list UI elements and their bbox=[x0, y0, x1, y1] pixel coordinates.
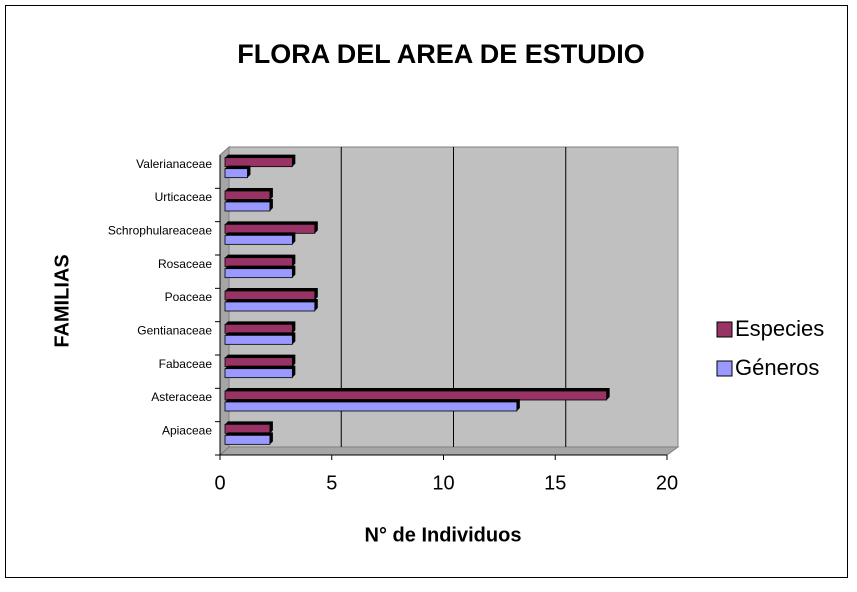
bar bbox=[224, 234, 293, 245]
bar bbox=[224, 223, 316, 234]
bar bbox=[224, 290, 316, 301]
legend-swatch bbox=[716, 360, 733, 377]
bar bbox=[224, 401, 518, 412]
y-tick-label: Asteraceae bbox=[151, 390, 212, 404]
bar bbox=[224, 334, 293, 345]
bar bbox=[224, 323, 293, 334]
x-axis-label: N° de Individuos bbox=[365, 524, 522, 546]
bar bbox=[224, 423, 271, 434]
x-tick-label: 0 bbox=[214, 472, 225, 494]
y-tick-label: Urticaceae bbox=[155, 190, 213, 204]
bar bbox=[224, 157, 293, 168]
bar bbox=[224, 268, 293, 279]
y-tick-label: Poaceae bbox=[165, 290, 213, 304]
y-tick-label: Rosaceae bbox=[158, 257, 212, 271]
legend-label: Géneros bbox=[735, 355, 819, 380]
bar bbox=[224, 257, 293, 268]
legend-swatch bbox=[716, 321, 733, 338]
bar bbox=[224, 301, 316, 312]
chart-title: FLORA DEL AREA DE ESTUDIO bbox=[237, 39, 645, 69]
y-axis-label: FAMILIAS bbox=[51, 254, 73, 347]
y-tick-label: Gentianaceae bbox=[137, 324, 212, 338]
y-tick-label: Fabaceae bbox=[159, 357, 213, 371]
legend-label: Especies bbox=[735, 316, 824, 341]
bar bbox=[224, 190, 271, 201]
y-tick-label: Schrophulareaceae bbox=[108, 224, 212, 238]
bar bbox=[224, 390, 608, 401]
floor bbox=[218, 446, 680, 456]
bar bbox=[224, 357, 293, 368]
bar bbox=[224, 434, 271, 445]
x-tick-label: 5 bbox=[326, 472, 337, 494]
y-tick-label: Apiaceae bbox=[162, 424, 212, 438]
x-tick-label: 15 bbox=[544, 472, 566, 494]
x-tick-label: 10 bbox=[432, 472, 454, 494]
bar bbox=[224, 168, 248, 179]
bar bbox=[224, 368, 293, 379]
y-tick-label: Valerianaceae bbox=[136, 157, 212, 171]
bar bbox=[224, 201, 271, 212]
x-tick-label: 20 bbox=[656, 472, 678, 494]
